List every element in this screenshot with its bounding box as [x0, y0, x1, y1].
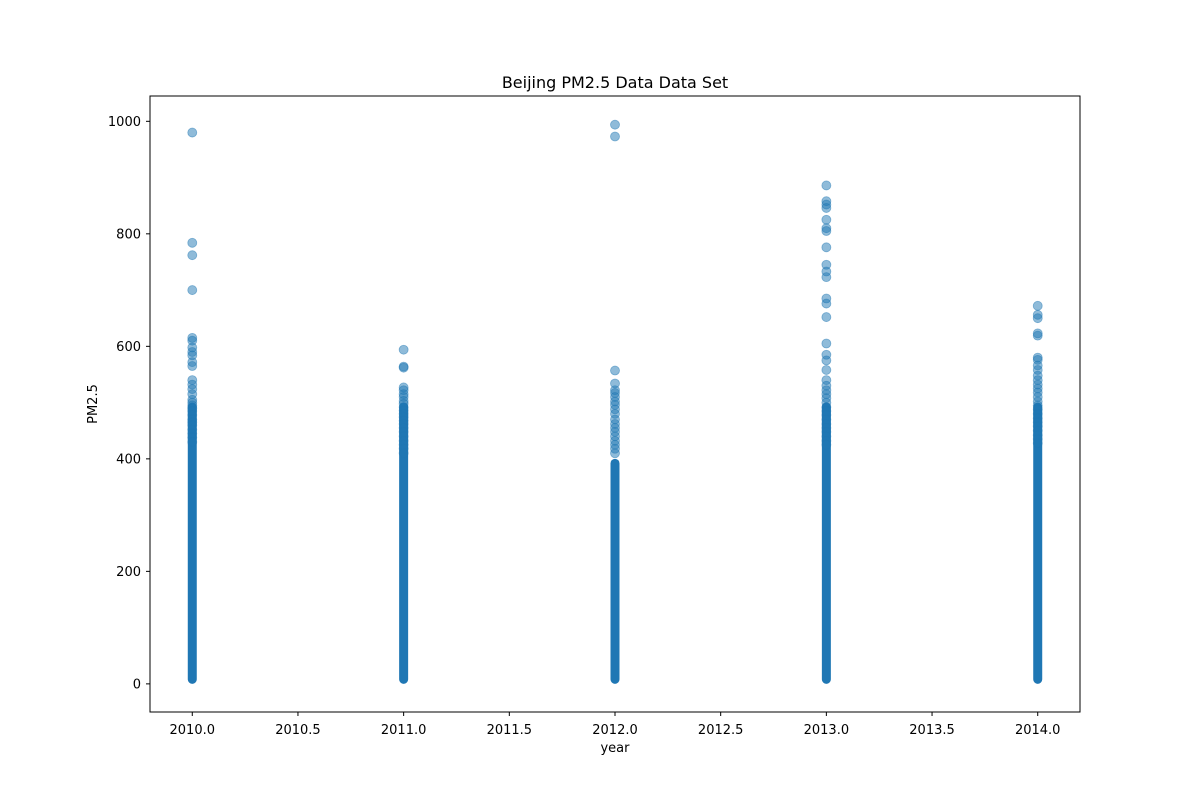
- data-point: [187, 285, 198, 295]
- data-point: [821, 355, 832, 366]
- dense-point-cluster: [1033, 402, 1043, 684]
- y-axis: 0 200 400 600 800 1000: [108, 115, 150, 692]
- series-2010: [187, 127, 198, 684]
- data-point: [821, 298, 832, 309]
- data-point: [398, 344, 409, 355]
- data-point: [821, 226, 832, 236]
- y-tick-label: 800: [116, 227, 141, 242]
- x-tick-label: 2011.0: [381, 723, 427, 738]
- data-point: [398, 448, 409, 459]
- data-point: [187, 437, 198, 447]
- plot-frame: [149, 95, 1081, 713]
- x-axis: 2010.0 2010.5 2011.0 2011.5 2012.0 2012.5 2013…: [170, 712, 1061, 738]
- dense-point-cluster: [399, 402, 409, 684]
- y-tick-label: 0: [133, 677, 141, 692]
- data-point: [610, 448, 620, 459]
- data-point: [1032, 438, 1043, 448]
- x-tick-label: 2010.0: [170, 723, 216, 738]
- chart-title: Beijing PM2.5 Data Data Set: [502, 73, 728, 92]
- dense-point-cluster: [187, 402, 197, 684]
- data-point: [821, 242, 832, 253]
- data-point: [821, 365, 832, 375]
- y-tick-label: 400: [116, 452, 141, 467]
- data-point: [821, 180, 832, 191]
- data-point: [1032, 300, 1043, 311]
- x-tick-label: 2012.5: [698, 723, 744, 738]
- x-tick-label: 2014.0: [1015, 723, 1061, 738]
- data-point: [821, 272, 832, 283]
- x-tick-label: 2011.5: [487, 723, 533, 738]
- series-2012: [610, 119, 620, 684]
- data-point: [821, 214, 832, 225]
- series-2013: [821, 180, 832, 684]
- data-point: [610, 131, 620, 142]
- data-point: [187, 127, 198, 138]
- y-tick-label: 200: [116, 565, 141, 580]
- data-point: [187, 250, 198, 261]
- x-tick-label: 2012.0: [592, 723, 638, 738]
- series-2014: [1032, 300, 1043, 684]
- data-point: [821, 439, 832, 450]
- dense-point-cluster: [821, 402, 831, 684]
- data-point: [187, 361, 198, 371]
- y-axis-label: PM2.5: [86, 384, 101, 424]
- data-point: [1032, 330, 1043, 341]
- plot-area: [187, 119, 1043, 684]
- x-tick-label: 2013.0: [804, 723, 850, 738]
- y-tick-label: 600: [116, 340, 141, 355]
- series-2011: [398, 344, 409, 684]
- data-point: [821, 312, 832, 322]
- data-point: [821, 338, 832, 349]
- dense-point-cluster: [610, 458, 620, 684]
- data-point: [821, 203, 832, 213]
- data-point: [610, 365, 620, 376]
- data-point: [1032, 313, 1043, 324]
- x-tick-label: 2013.5: [909, 723, 955, 738]
- data-point: [610, 119, 620, 130]
- data-point: [398, 362, 409, 373]
- x-tick-label: 2010.5: [275, 723, 321, 738]
- y-tick-label: 1000: [108, 115, 141, 130]
- x-axis-label: year: [600, 741, 630, 756]
- data-point: [187, 237, 198, 248]
